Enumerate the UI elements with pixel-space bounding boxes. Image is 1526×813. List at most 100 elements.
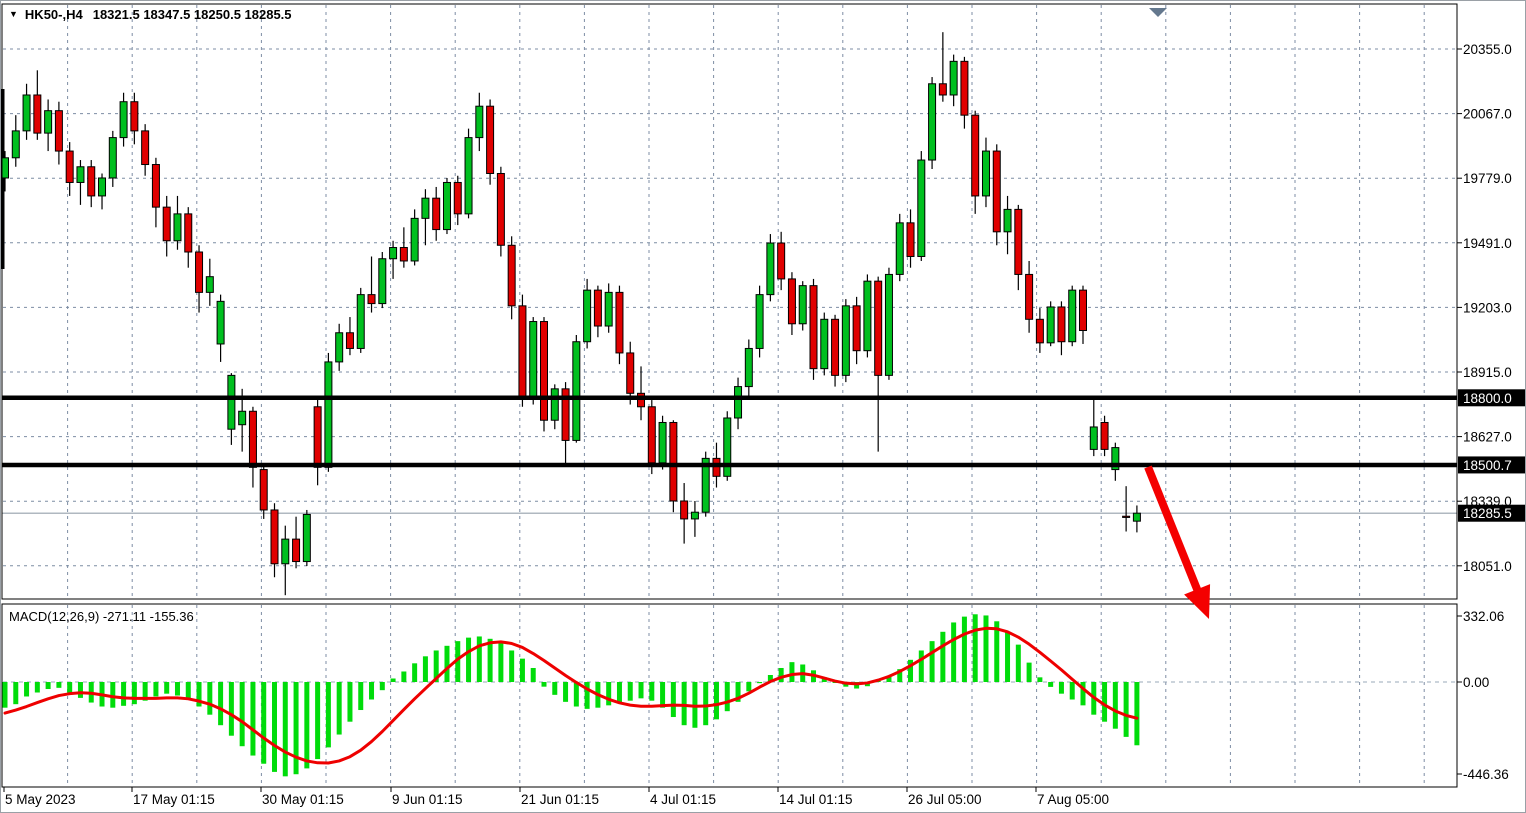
macd-histogram-bar xyxy=(272,682,277,772)
price-axis-label: 19203.0 xyxy=(1463,300,1512,315)
macd-panel-border[interactable] xyxy=(1,603,1458,788)
candle-body xyxy=(1046,306,1055,344)
candle-body xyxy=(162,206,171,242)
macd-axis-label: 0.00 xyxy=(1463,675,1489,690)
macd-histogram-bar xyxy=(563,682,569,702)
macd-histogram-bar xyxy=(703,682,709,726)
macd-histogram-bar xyxy=(498,643,504,682)
candle-body xyxy=(938,83,947,96)
time-axis-label: 9 Jun 01:15 xyxy=(392,792,463,807)
macd-histogram-bar xyxy=(1134,682,1140,746)
candle-body xyxy=(928,83,937,161)
time-axis-label: 21 Jun 01:15 xyxy=(521,792,599,807)
candle-body xyxy=(755,294,764,349)
macd-histogram-bar xyxy=(131,682,137,705)
price-scale[interactable]: 20355.0 20067.0 19779.0 19491.0 19203.0 18915… xyxy=(1457,42,1526,574)
candle-body xyxy=(583,289,592,343)
macd-histogram-bar xyxy=(336,682,342,735)
macd-histogram-bar xyxy=(196,682,202,707)
macd-scale[interactable]: 332.06 0.00 -446.36 xyxy=(1457,609,1509,782)
macd-histogram-bar xyxy=(304,682,310,769)
macd-histogram-bar xyxy=(983,615,989,682)
macd-histogram-bar xyxy=(455,641,461,682)
candle-body xyxy=(1,157,9,179)
macd-histogram-bar xyxy=(293,682,299,775)
candle-body xyxy=(453,181,462,215)
scroll-marker-icon[interactable] xyxy=(1149,8,1167,17)
candle-body xyxy=(852,305,861,352)
time-axis-label: 17 May 01:15 xyxy=(133,792,215,807)
candle-body xyxy=(658,421,667,464)
candle-body xyxy=(1003,208,1012,233)
candle-body xyxy=(1089,426,1098,450)
macd-histogram-bar xyxy=(767,674,773,682)
macd-histogram-bar xyxy=(77,682,83,698)
time-axis-label: 7 Aug 05:00 xyxy=(1037,792,1109,807)
candle-body xyxy=(345,332,354,349)
macd-histogram-bar xyxy=(369,682,375,700)
macd-histogram-bar xyxy=(67,682,73,694)
candle-body xyxy=(108,137,117,179)
candle-body xyxy=(690,511,699,520)
macd-histogram-bar xyxy=(487,638,493,682)
candle-body xyxy=(335,332,344,363)
macd-histogram-bar xyxy=(1037,677,1043,682)
candle-body xyxy=(227,374,236,430)
candle-body xyxy=(981,150,990,197)
time-gridlines xyxy=(67,5,1425,786)
candle-body xyxy=(302,513,311,563)
candle-body xyxy=(173,213,182,242)
macd-histogram-bar xyxy=(282,682,288,777)
macd-histogram-bar xyxy=(918,650,924,682)
macd-histogram-bar xyxy=(1026,662,1032,682)
candle-body xyxy=(777,242,786,280)
candle-body xyxy=(1014,208,1023,275)
macd-histogram-bar xyxy=(142,682,148,701)
down-arrow[interactable] xyxy=(1144,465,1211,619)
macd-histogram-bar xyxy=(951,622,957,682)
candle-body xyxy=(561,388,570,441)
macd-histogram-bar xyxy=(1015,644,1021,682)
macd-histogram-bar xyxy=(1102,682,1108,722)
candle-body xyxy=(701,457,710,513)
candle-body xyxy=(884,273,893,376)
candle-body xyxy=(949,60,958,96)
macd-histogram-bar xyxy=(422,656,428,682)
macd-histogram-bar xyxy=(994,621,1000,682)
candle-body xyxy=(184,213,193,253)
time-axis-label: 4 Jul 01:15 xyxy=(650,792,716,807)
candle-body xyxy=(593,289,602,327)
candle-body xyxy=(917,159,926,257)
candle-body xyxy=(615,291,624,354)
macd-histogram-bar xyxy=(660,682,666,708)
candle-body xyxy=(1100,421,1109,450)
macd-histogram-bar xyxy=(821,677,827,682)
symbol-dropdown-icon[interactable]: ▼ xyxy=(9,9,18,19)
candle-body xyxy=(270,509,279,565)
candle-body xyxy=(475,105,484,139)
candle-body xyxy=(712,457,721,477)
candle-body xyxy=(1057,306,1066,343)
macd-histogram-series xyxy=(2,614,1140,777)
candle-body xyxy=(841,305,850,376)
candle-body xyxy=(432,197,441,231)
macd-histogram-bar xyxy=(972,614,978,682)
candle-body xyxy=(572,341,581,441)
macd-histogram-bar xyxy=(390,678,396,682)
main-panel-border[interactable] xyxy=(1,3,1458,600)
macd-histogram-bar xyxy=(541,682,547,687)
candle-body xyxy=(486,105,495,174)
macd-histogram-bar xyxy=(670,682,676,718)
candle-body xyxy=(442,181,451,231)
candle-body xyxy=(680,500,689,520)
candle-body xyxy=(1068,289,1077,343)
candle-body xyxy=(313,406,322,468)
macd-histogram-bar xyxy=(789,662,795,682)
time-scale[interactable]: 5 May 2023 17 May 01:15 30 May 01:15 9 Jun … xyxy=(3,787,1109,807)
macd-histogram-bar xyxy=(34,682,40,693)
macd-histogram-bar xyxy=(466,637,472,682)
macd-histogram-bar xyxy=(2,682,8,708)
candle-body xyxy=(798,285,807,325)
candle-body xyxy=(906,222,915,257)
